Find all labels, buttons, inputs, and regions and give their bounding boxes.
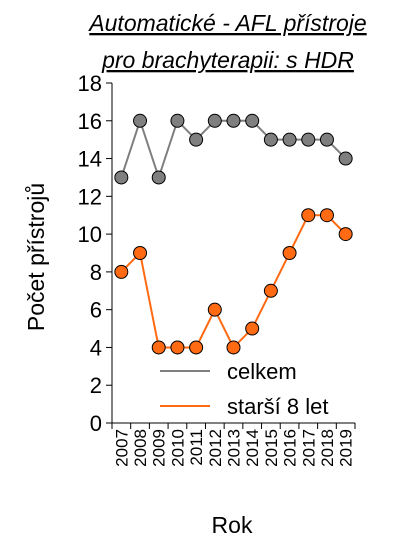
series-1-point: [170, 340, 185, 355]
series-line-0: [120, 117, 347, 181]
y-tick-label: 4: [90, 335, 102, 360]
x-tick-label: 2010: [168, 429, 187, 467]
x-tick-label: 2013: [225, 429, 244, 467]
x-tick-label: 2016: [281, 429, 300, 467]
legend: celkem starší 8 let: [160, 359, 328, 419]
series-1-point: [114, 264, 129, 279]
series-0-point: [319, 132, 334, 147]
series-0-point: [151, 170, 166, 185]
x-axis-label: Rok: [212, 512, 253, 538]
series-1-point: [207, 302, 222, 317]
series-1-point: [319, 208, 334, 223]
x-tick-label: 2015: [262, 429, 281, 467]
x-tick-label: 2018: [318, 429, 337, 467]
y-tick-label: 14: [78, 147, 102, 172]
x-tick-label: 2012: [206, 429, 225, 467]
series-0-point: [170, 113, 185, 128]
legend-label-1: starší 8 let: [227, 394, 328, 419]
x-tick-label: 2014: [243, 429, 262, 467]
y-tick-label: 18: [78, 71, 102, 96]
series-1-point: [133, 246, 148, 260]
series-0-point: [301, 132, 316, 147]
series-1-point: [263, 283, 278, 298]
series-0-point: [263, 132, 278, 147]
series-0-point: [114, 170, 129, 185]
x-tick-label: 2008: [131, 429, 150, 467]
series-1-point: [226, 340, 241, 355]
x-tick-label: 2011: [187, 429, 206, 466]
legend-label-0: celkem: [227, 359, 297, 384]
chart-title-line1: Automatické - AFL přístroje: [87, 10, 366, 36]
y-tick-label: 12: [78, 184, 102, 209]
series-0-point: [282, 132, 297, 147]
y-tick-label: 0: [90, 411, 102, 436]
y-tick-label: 6: [90, 298, 102, 323]
series-0-point: [207, 113, 222, 128]
series-0-point: [133, 113, 148, 128]
y-axis-label: Počet přístrojů: [23, 183, 49, 331]
chart-title-line2: pro brachyterapii: s HDR: [101, 47, 354, 73]
series-0-point: [338, 151, 353, 166]
series-layer: [114, 113, 353, 355]
x-tick-label: 2009: [150, 429, 169, 467]
y-tick-label: 8: [90, 260, 102, 285]
y-tick-label: 2: [90, 373, 102, 398]
y-tick-label: 16: [78, 109, 102, 134]
x-tick-label: 2017: [299, 429, 318, 467]
series-0-point: [189, 132, 204, 147]
series-0-point: [226, 113, 241, 128]
series-1-point: [189, 340, 204, 355]
x-tick-label: 2019: [337, 429, 356, 467]
series-1-point: [338, 227, 353, 242]
y-tick-label: 10: [78, 222, 102, 247]
series-1-point: [245, 321, 260, 336]
series-line-1: [120, 214, 347, 350]
series-0-point: [245, 113, 260, 128]
x-tick-label: 2007: [112, 429, 131, 467]
series-1-point: [282, 246, 297, 260]
series-1-point: [301, 208, 316, 223]
series-1-point: [151, 340, 166, 355]
